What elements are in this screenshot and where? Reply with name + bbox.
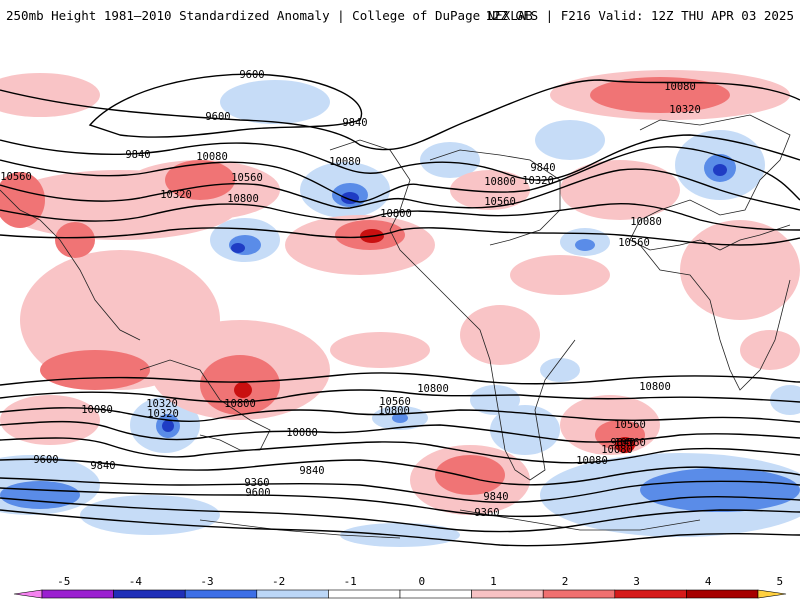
- contour-label: 9840: [90, 460, 115, 472]
- contour-label: 10560: [614, 419, 646, 431]
- colorbar-tick-label: 0: [418, 575, 425, 588]
- model-run-info: 12Z GFS | F216 Valid: 12Z THU APR 03 202…: [485, 8, 794, 23]
- colorbar: -5 -4 -3 -2 -1 0 1 2 3 4 5: [13, 575, 787, 599]
- colorbar-tick-label: -3: [200, 575, 213, 588]
- contour-label: 10800: [484, 176, 516, 188]
- colorbar-segment: [686, 589, 759, 599]
- colorbar-tick-label: -2: [272, 575, 285, 588]
- contour-label: 10800: [224, 398, 256, 410]
- contour-label: 9600: [245, 487, 270, 499]
- contour-label: 9840: [610, 437, 635, 449]
- contour-label: 10560: [379, 396, 411, 408]
- contour-label: 9600: [205, 111, 230, 123]
- colorbar-segment: [614, 589, 687, 599]
- colorbar-segment: [471, 589, 544, 599]
- colorbar-segment: [328, 589, 401, 599]
- contour-label: 10080: [286, 427, 318, 439]
- colorbar-segment: [184, 589, 258, 599]
- colorbar-tick-label: -5: [57, 575, 70, 588]
- contour-label: 10080: [601, 444, 633, 456]
- contour-label: 10800: [378, 405, 410, 417]
- contour-label: 10320: [669, 104, 701, 116]
- contour-label: 10560: [618, 237, 650, 249]
- colorbar-segment: [113, 589, 186, 599]
- contour-label: 9360: [244, 477, 269, 489]
- contour-label: 10800: [227, 193, 259, 205]
- contour-label: 10320: [522, 175, 554, 187]
- anomaly-negative-2: [0, 154, 800, 512]
- colorbar-arrow-right: [757, 589, 787, 599]
- map-title: 250mb Height 1981–2010 Standardized Anom…: [6, 8, 533, 23]
- contour-label: 10320: [147, 408, 179, 420]
- contour-label: 10560: [0, 171, 32, 183]
- colorbar-tick-label: 5: [776, 575, 783, 588]
- colorbar-tick-label: -4: [129, 575, 143, 588]
- colorbar-tick-labels: -5 -4 -3 -2 -1 0 1 2 3 4 5: [57, 575, 783, 588]
- contour-label: 10080: [81, 404, 113, 416]
- coastlines: [0, 114, 791, 539]
- colorbar-tick-label: -1: [344, 575, 357, 588]
- contour-label: 9840: [342, 117, 367, 129]
- contour-label: 9360: [474, 507, 499, 519]
- contour-label: 9600: [33, 454, 58, 466]
- contour-label: 9840: [299, 465, 324, 477]
- colorbar-segment: [256, 589, 329, 599]
- contour-label: 9600: [239, 69, 264, 81]
- contour-label: 10080: [576, 455, 608, 467]
- colorbar-tick-label: 4: [705, 575, 712, 588]
- colorbar-tick-label: 2: [562, 575, 569, 588]
- contour-label: 10800: [380, 208, 412, 220]
- header: 250mb Height 1981–2010 Standardized Anom…: [0, 0, 800, 40]
- colorbar-tick-label: 1: [490, 575, 497, 588]
- colorbar-arrow-left: [13, 589, 43, 599]
- colorbar-tick-label: 3: [633, 575, 640, 588]
- contour-label: 10080: [630, 216, 662, 228]
- contour-label: 10800: [417, 383, 449, 395]
- contour-label: 10320: [160, 189, 192, 201]
- contour-label: 9840: [530, 162, 555, 174]
- contour-label: 10080: [329, 156, 361, 168]
- contour-label: 9840: [483, 491, 508, 503]
- height-contours: [0, 73, 800, 547]
- contour-label: 10320: [146, 398, 178, 410]
- contour-label: 9840: [125, 149, 150, 161]
- contour-label: 10560: [484, 196, 516, 208]
- colorbar-segment: [41, 589, 114, 599]
- contour-label: 10560: [614, 437, 646, 449]
- contour-label: 10560: [231, 172, 263, 184]
- contour-label: 10800: [639, 381, 671, 393]
- contour-label: 10080: [196, 151, 228, 163]
- colorbar-segment: [542, 589, 616, 599]
- colorbar-boxes: [13, 589, 787, 599]
- contour-label: 10080: [664, 81, 696, 93]
- colorbar-segment: [399, 589, 472, 599]
